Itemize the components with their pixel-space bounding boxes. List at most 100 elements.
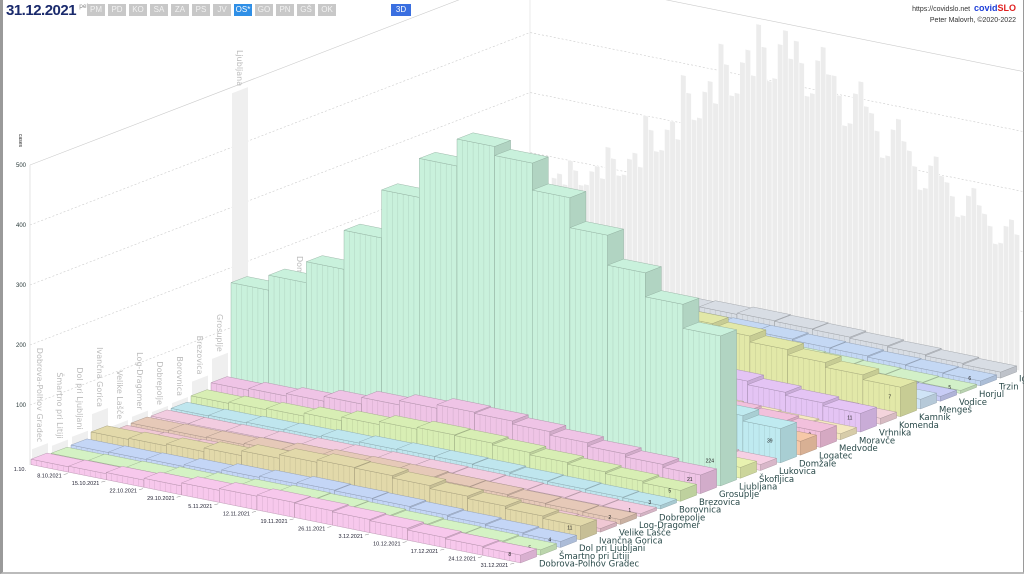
- region-button-gš[interactable]: GŠ: [297, 4, 315, 16]
- back-wall-ghost-bar: [944, 181, 950, 358]
- bar-top-face: [506, 489, 563, 504]
- y-tick-label: 400: [16, 223, 27, 229]
- back-wall-ghost-bar: [793, 40, 800, 327]
- bar-front-face: [682, 328, 721, 487]
- left-wall-label: Ivančna Gorica: [95, 347, 105, 407]
- bar-top-face: [566, 457, 623, 473]
- last-value-label: 7: [888, 395, 891, 401]
- date-tick-label: 31.12.2021: [481, 563, 509, 569]
- bar-top-face: [546, 475, 603, 490]
- bar-top-face: [431, 472, 487, 487]
- back-wall-ghost-bar: [992, 242, 999, 367]
- region-button-pd[interactable]: PD: [108, 4, 126, 16]
- last-value-label: 21: [687, 477, 693, 483]
- municipality-label: Ljubljana: [739, 483, 777, 493]
- left-wall-label: Ljubljana: [235, 50, 244, 86]
- region-button-sa[interactable]: SA: [150, 4, 168, 16]
- bar-top-face: [829, 341, 885, 357]
- back-wall-ghost-bar: [691, 118, 698, 307]
- back-wall-ghost-bar: [675, 138, 681, 304]
- last-value-label: 4: [548, 537, 551, 543]
- bar-top-face: [564, 491, 620, 506]
- back-wall-ghost-bar: [739, 61, 746, 317]
- bar-top-face: [333, 484, 390, 499]
- bar-top-face: [504, 502, 560, 517]
- back-wall-ghost-bar: [707, 80, 714, 310]
- back-wall-ghost-bar: [917, 188, 923, 352]
- region-button-os-selected[interactable]: OS*: [234, 4, 252, 16]
- region-button-go[interactable]: GO: [255, 4, 273, 16]
- region-button-pn[interactable]: PN: [276, 4, 294, 16]
- 3d-mode-button[interactable]: 3D: [391, 4, 411, 16]
- brand-part-covid: covid: [973, 3, 998, 13]
- back-wall-ghost-bar: [852, 92, 859, 339]
- municipality-label: Medvode: [839, 444, 878, 454]
- back-wall-ghost-bar: [1013, 233, 1020, 372]
- bar-top-face: [473, 407, 530, 422]
- bar-top-face: [711, 321, 767, 337]
- bar-front-face: [230, 282, 269, 396]
- bar-top-face: [484, 518, 540, 533]
- back-wall-ghost-bar: [1008, 218, 1015, 371]
- bar-top-face: [482, 541, 538, 556]
- last-value-label: 1: [628, 508, 631, 514]
- bar-top-face: [391, 471, 447, 486]
- left-wall-label: Borovnica: [175, 356, 184, 396]
- back-wall-ghost-bar: [976, 204, 983, 364]
- municipality-label: Brezovica: [699, 498, 740, 508]
- municipality-label: Log-Dragomer: [639, 521, 701, 531]
- region-button-pm[interactable]: PM: [87, 4, 105, 16]
- site-url-link[interactable]: https://covidslo.net: [912, 6, 971, 13]
- back-wall-ghost-bar: [755, 23, 762, 320]
- region-buttons: PM PD KO SA ZA PS JV OS* GO PN GŠ OK: [87, 4, 336, 16]
- back-wall-ghost-bar: [766, 80, 773, 322]
- y-tick-label: 100: [16, 403, 27, 409]
- region-button-ko[interactable]: KO: [129, 4, 147, 16]
- bar-front-face: [306, 261, 345, 411]
- back-wall-ghost-bar: [1003, 225, 1010, 369]
- bar-top-face: [371, 492, 427, 507]
- last-value-label: 11: [847, 416, 852, 422]
- municipality-label: Horjul: [979, 390, 1004, 400]
- bar-top-face: [904, 358, 960, 374]
- bar-top-face: [582, 505, 638, 520]
- bar-top-face: [471, 458, 527, 473]
- bar-top-face: [749, 335, 805, 350]
- back-wall-ghost-bar: [938, 174, 945, 357]
- municipality-label: Dobrepolje: [659, 513, 705, 523]
- bar-top-face: [509, 466, 565, 482]
- bar: [942, 367, 998, 387]
- last-value-label: 39: [767, 439, 773, 445]
- back-wall-ghost-bar: [997, 241, 1004, 368]
- bar-side-face: [720, 329, 737, 487]
- bar-top-face: [256, 488, 312, 503]
- date-tick: [440, 548, 445, 551]
- date-tick-label: 17.12.2021: [411, 549, 439, 555]
- region-button-za[interactable]: ZA: [171, 4, 189, 16]
- bar-top-face: [753, 325, 810, 340]
- bar-top-face: [433, 450, 490, 465]
- date-tick-label: 22.10.2021: [109, 489, 137, 495]
- date-tick: [402, 541, 407, 543]
- bar-top-face: [446, 510, 503, 525]
- bar-top-face: [444, 532, 500, 547]
- date-tick-label: 3.12.2021: [338, 534, 362, 540]
- bar-front-face: [381, 189, 420, 426]
- bar-top-face: [736, 306, 792, 321]
- bar-top-face: [569, 221, 625, 236]
- municipality-label: Komenda: [899, 421, 939, 431]
- municipality-label: Vodice: [959, 398, 987, 408]
- municipality-label: Ivančna Gorica: [599, 535, 663, 546]
- current-date: 31.12.2021: [6, 1, 77, 19]
- region-button-ps[interactable]: PS: [192, 4, 210, 16]
- day-of-week: pet: [79, 3, 89, 10]
- region-button-jv[interactable]: JV: [213, 4, 231, 16]
- back-wall-ghost-bar: [696, 116, 703, 308]
- date-tick: [138, 488, 144, 490]
- back-wall-ghost-bar: [718, 42, 724, 312]
- back-wall-ghost-bar: [884, 154, 891, 346]
- bar-top-face: [862, 373, 918, 388]
- region-button-ok[interactable]: OK: [318, 4, 336, 16]
- last-value-label: 224: [706, 459, 715, 465]
